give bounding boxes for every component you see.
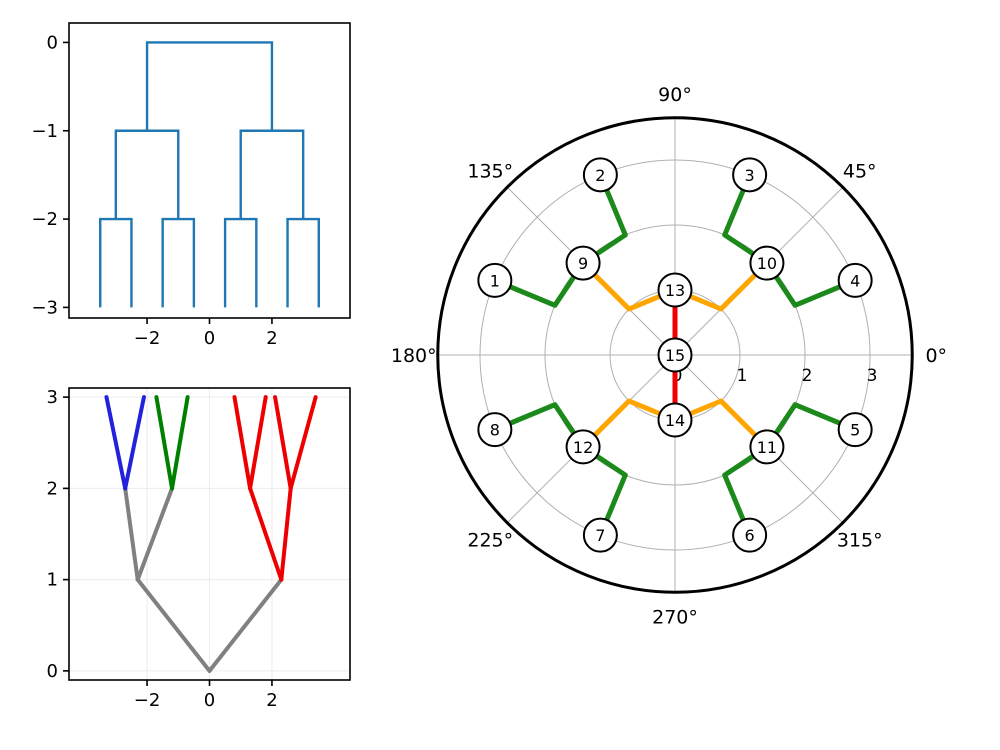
tree-node-circle	[732, 517, 768, 553]
axes-spine	[68, 22, 351, 319]
node-number-label: 5	[850, 421, 860, 440]
x-tick-label: 0	[204, 690, 215, 711]
y-tick-label: 3	[47, 387, 58, 408]
theta-tick-label: 90°	[658, 84, 692, 106]
tree-node-circle	[477, 412, 513, 448]
tree-edge	[135, 577, 212, 673]
tree-node-circle	[749, 245, 785, 281]
x-tick-label: 2	[266, 690, 277, 711]
theta-tick-label: 180°	[391, 345, 437, 367]
tree-node-circle	[582, 517, 618, 553]
theta-tick-label: 135°	[467, 160, 513, 182]
y-tick-label: 2	[47, 478, 58, 499]
y-tick-label: −2	[31, 209, 58, 230]
triangle-dendrogram-plot: −2 0 2 0 1 2 3	[47, 387, 351, 711]
y-tick-label: 0	[47, 661, 58, 682]
r-tick-label: 3	[867, 366, 878, 386]
x-tick-label: 2	[266, 328, 277, 349]
tree-edge	[248, 395, 268, 491]
y-tick-label: −1	[31, 121, 58, 142]
tree-node-circle	[565, 245, 601, 281]
node-number-label: 8	[490, 421, 500, 440]
node-number-label: 7	[595, 526, 605, 545]
y-tick-label: 1	[47, 570, 58, 591]
node-number-label: 1	[490, 271, 500, 290]
tree-edge	[123, 486, 140, 582]
tree-edge	[288, 395, 318, 491]
theta-tick-label: 270°	[652, 606, 698, 628]
dendrogram-link	[114, 129, 180, 220]
tree-node-circle	[657, 402, 693, 438]
tree-edge	[207, 577, 284, 673]
tree-edge	[279, 486, 293, 582]
x-tick-label: −2	[134, 690, 161, 711]
tree-node-circle	[837, 262, 873, 298]
dendrogram-link	[99, 217, 133, 308]
polar-tree-plot: 0 1 2 30°45°90°135°180°225°270°315°12 345678…	[391, 84, 947, 629]
node-number-label: 10	[757, 254, 777, 273]
tree-edge	[104, 395, 128, 491]
tree-node-circle	[657, 337, 693, 373]
node-number-label: 11	[757, 438, 777, 457]
dendrogram-link	[239, 129, 305, 220]
dendrogram-link	[286, 217, 320, 308]
dendrogram-link	[161, 217, 196, 308]
r-grid-circle	[479, 159, 871, 551]
tree-edge	[170, 395, 190, 491]
tree-edge	[273, 395, 293, 491]
node-number-label: 14	[665, 411, 685, 430]
dendrogram-link	[223, 217, 258, 308]
r-grid-circle	[544, 224, 806, 486]
y-tick-label: 0	[47, 32, 58, 53]
theta-tick-label: 315°	[837, 530, 883, 552]
x-tick-label: 0	[204, 328, 215, 349]
tree-node-circle	[657, 272, 693, 308]
theta-tick-label: 0°	[925, 345, 947, 367]
node-number-label: 6	[745, 526, 755, 545]
y-tick-label: −3	[31, 297, 58, 318]
tree-node-circle	[477, 262, 513, 298]
tree-edge	[123, 395, 146, 491]
tree-node-circle	[749, 429, 785, 465]
theta-tick-label: 45°	[843, 160, 877, 182]
tree-edge	[154, 395, 175, 491]
square-dendrogram-plot: −2 0 2 0 −1 −2 −3	[31, 22, 351, 349]
node-number-label: 2	[595, 166, 605, 185]
node-number-label: 12	[573, 438, 593, 457]
node-number-label: 3	[745, 166, 755, 185]
tree-node-circle	[732, 157, 768, 193]
r-tick-label: 1	[737, 366, 748, 386]
node-number-label: 15	[665, 346, 685, 365]
r-tick-label: 2	[802, 366, 813, 386]
tree-edge	[135, 486, 175, 582]
tree-node-circle	[565, 429, 601, 465]
node-number-label: 13	[665, 281, 685, 300]
tree-node-circle	[837, 412, 873, 448]
tree-edge	[248, 486, 284, 582]
tree-node-circle	[582, 157, 618, 193]
dendrogram-link	[145, 41, 274, 131]
node-number-label: 4	[850, 271, 860, 290]
tree-edge	[232, 395, 253, 491]
theta-tick-label: 225°	[467, 530, 513, 552]
x-tick-label: −2	[134, 328, 161, 349]
polar-outer-spine	[436, 116, 914, 594]
node-number-label: 9	[578, 254, 588, 273]
